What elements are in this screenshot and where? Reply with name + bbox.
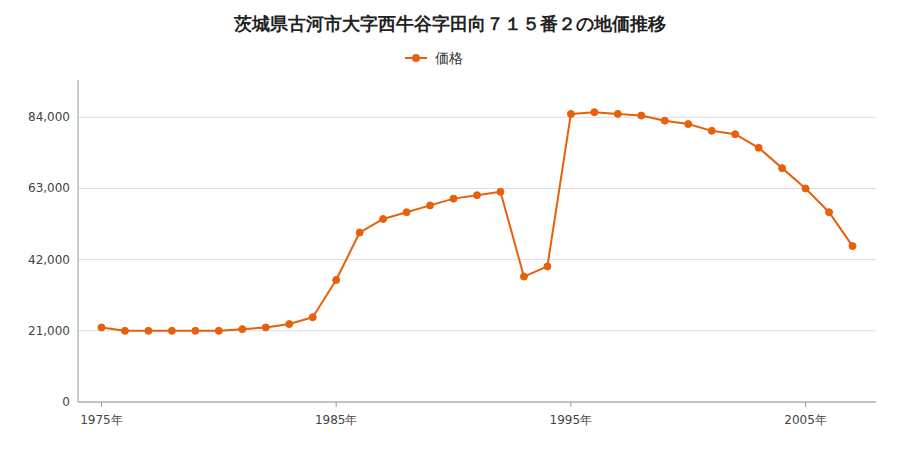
point (755, 144, 762, 151)
point (145, 327, 152, 334)
x-tick-label: 1985年 (315, 413, 358, 427)
grid-line (78, 259, 876, 260)
point (708, 127, 715, 134)
point (732, 131, 739, 138)
x-tick-labels: 1975年 1985年 1995年 2005年 (80, 413, 827, 427)
plot-area (98, 109, 856, 335)
point (614, 110, 621, 117)
legend-marker (412, 54, 420, 62)
legend: 価格 (405, 50, 463, 66)
point (520, 273, 527, 280)
legend-label: 価格 (435, 50, 463, 66)
point (403, 209, 410, 216)
series-line (101, 112, 852, 331)
point (544, 263, 551, 270)
x-tick (805, 402, 806, 407)
point (567, 110, 574, 117)
point (98, 324, 105, 331)
point (591, 109, 598, 116)
point (286, 321, 293, 328)
point (380, 215, 387, 222)
point (168, 327, 175, 334)
point (215, 327, 222, 334)
point (802, 185, 809, 192)
x-tick-label: 1995年 (550, 413, 593, 427)
point (309, 314, 316, 321)
y-tick-labels: 0 21,000 42,000 63,000 84,000 (28, 110, 70, 409)
point (427, 202, 434, 209)
point (121, 327, 128, 334)
point (826, 209, 833, 216)
point (262, 324, 269, 331)
x-tick (570, 402, 571, 407)
y-tick-label: 0 (62, 395, 70, 409)
chart-svg: 茨城県古河市大字西牛谷字田向７１５番２の地価推移 0 21,000 42,000 63,… (0, 0, 900, 450)
grid-line (78, 402, 876, 403)
x-axis-line (78, 402, 876, 403)
point (192, 327, 199, 334)
point (638, 112, 645, 119)
y-tick-label: 84,000 (28, 110, 70, 124)
y-tick-label: 21,000 (28, 324, 70, 338)
x-tick (336, 402, 337, 407)
y-tick-label: 42,000 (28, 253, 70, 267)
y-tick-label: 63,000 (28, 181, 70, 195)
point (239, 326, 246, 333)
grid-line (78, 117, 876, 118)
point (356, 229, 363, 236)
x-tick-label: 1975年 (80, 413, 123, 427)
point (849, 243, 856, 250)
point (779, 165, 786, 172)
grid-line (78, 188, 876, 189)
x-tick (101, 402, 102, 407)
y-grid (78, 117, 876, 402)
point (333, 276, 340, 283)
point (661, 117, 668, 124)
point (685, 121, 692, 128)
point (450, 195, 457, 202)
chart-container: 茨城県古河市大字西牛谷字田向７１５番２の地価推移 0 21,000 42,000 63,… (0, 0, 900, 450)
point (497, 188, 504, 195)
x-tick-label: 2005年 (784, 413, 827, 427)
point (474, 192, 481, 199)
title: 茨城県古河市大字西牛谷字田向７１５番２の地価推移 (233, 13, 666, 34)
y-axis-line (78, 80, 79, 402)
